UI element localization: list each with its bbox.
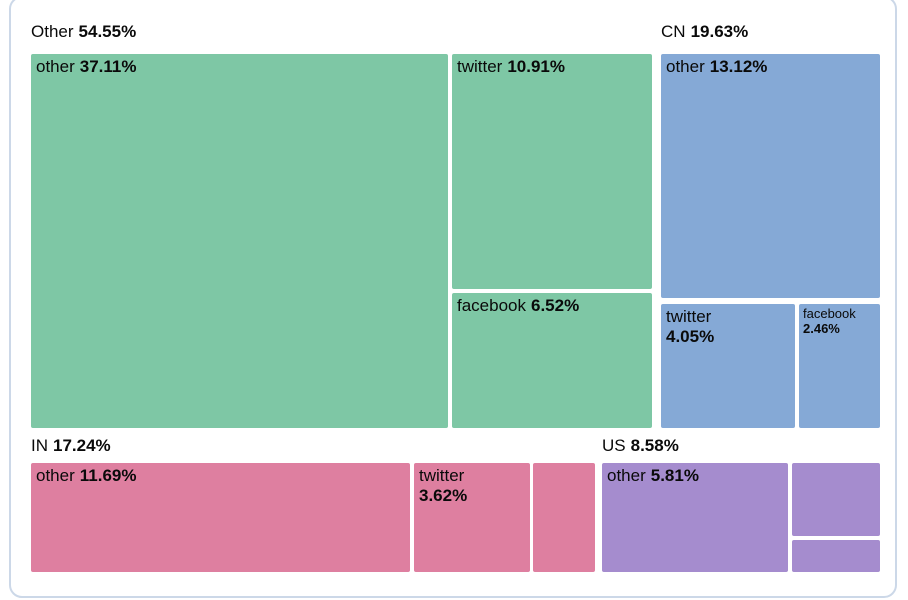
cell-label: twitter — [457, 57, 503, 76]
group-percent: 17.24% — [53, 436, 111, 455]
group-percent: 8.58% — [630, 436, 679, 455]
cell-percent: 11.69% — [79, 466, 137, 485]
cell-percent: 2.46% — [803, 320, 840, 336]
cell-percent: 5.81% — [650, 466, 699, 485]
group-percent: 54.55% — [78, 22, 137, 41]
group-label-cn: CN 19.63% — [661, 21, 748, 43]
group-name: CN — [661, 22, 686, 41]
treemap-cell-us-unlabeled-bottom[interactable] — [792, 540, 880, 572]
cell-label: other — [36, 57, 75, 76]
cell-percent: 13.12% — [709, 57, 768, 76]
cell-label: other — [607, 466, 646, 485]
group-name: US — [602, 436, 626, 455]
group-label-in: IN 17.24% — [31, 435, 111, 457]
treemap-cell-in-twitter[interactable]: twitter 3.62% — [414, 463, 530, 572]
cell-percent: 3.62% — [419, 486, 468, 506]
treemap-cell-in-unlabeled[interactable] — [533, 463, 595, 572]
treemap-cell-cn-other[interactable]: other 13.12% — [661, 54, 880, 298]
treemap-cell-other-facebook[interactable]: facebook 6.52% — [452, 293, 652, 428]
cell-label: facebook — [457, 296, 526, 315]
treemap-cell-in-other[interactable]: other 11.69% — [31, 463, 410, 572]
treemap-cell-other-other[interactable]: other 37.11% — [31, 54, 448, 428]
treemap-cell-us-other[interactable]: other 5.81% — [602, 463, 788, 572]
treemap-cell-cn-twitter[interactable]: twitter 4.05% — [661, 304, 795, 428]
group-percent: 19.63% — [690, 22, 749, 41]
cell-label: twitter — [666, 307, 712, 326]
cell-label: other — [36, 466, 75, 485]
group-label-other: Other 54.55% — [31, 21, 136, 43]
cell-percent: 10.91% — [507, 57, 566, 76]
cell-percent: 4.05% — [666, 327, 715, 347]
group-label-us: US 8.58% — [602, 435, 679, 457]
cell-percent: 6.52% — [531, 296, 580, 315]
cell-label: other — [666, 57, 705, 76]
cell-percent: 37.11% — [79, 57, 137, 76]
cell-label: twitter — [419, 466, 465, 485]
treemap-cell-us-unlabeled-top[interactable] — [792, 463, 880, 536]
group-name: Other — [31, 22, 74, 41]
treemap-cell-other-twitter[interactable]: twitter 10.91% — [452, 54, 652, 289]
treemap-cell-cn-facebook[interactable]: facebook 2.46% — [799, 304, 880, 428]
group-name: IN — [31, 436, 48, 455]
cell-label: facebook — [803, 306, 856, 321]
